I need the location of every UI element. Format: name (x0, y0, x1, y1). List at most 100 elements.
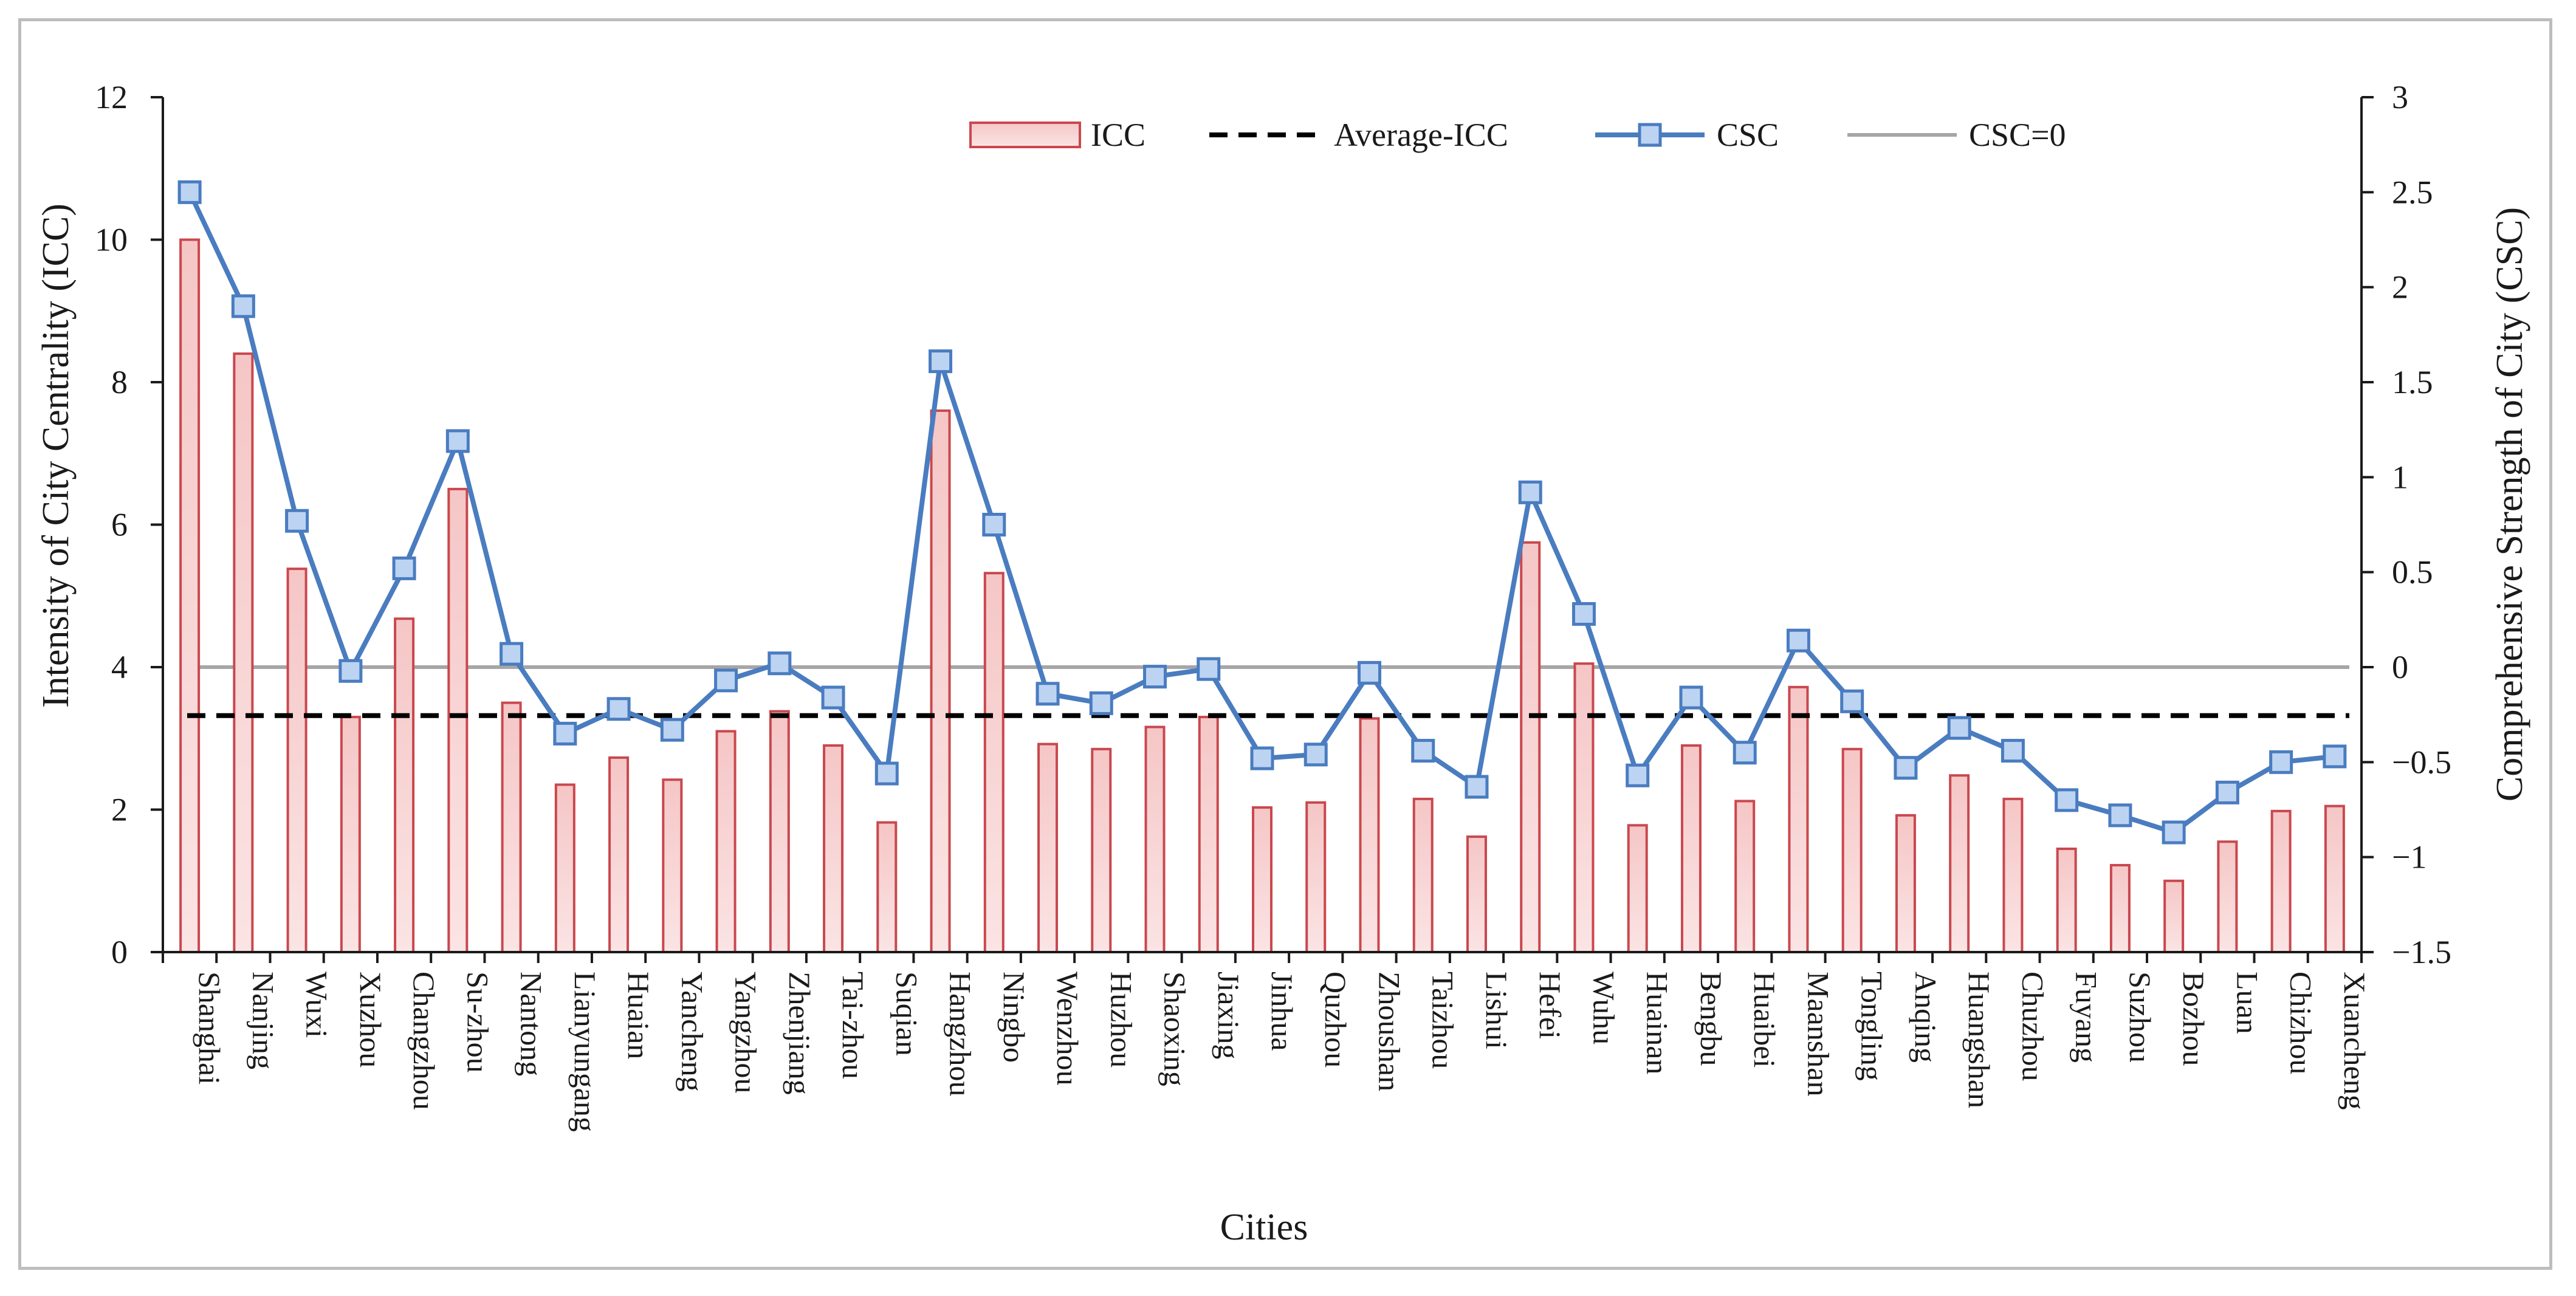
x-tick-label-huzhou: Huzhou (1104, 972, 1138, 1068)
x-tick-label-fuyang: Fuyang (2070, 972, 2104, 1063)
csc-marker-jinhua (1250, 746, 1274, 770)
icc-bar-huzhou (1091, 747, 1112, 954)
icc-bar-bozhou (2163, 879, 2185, 953)
legend-csc-label: CSC (1717, 117, 1779, 153)
y-tick-label: 12 (95, 79, 128, 115)
icc-bar-maanshan (1788, 685, 1809, 953)
y2-tick-label: 1.5 (2392, 364, 2433, 400)
csc-marker-xuzhou (338, 659, 363, 683)
icc-bar-huaian (608, 756, 630, 953)
x-tick-label-huaibei: Huaibei (1748, 972, 1782, 1068)
icc-bar-fuyang (2056, 847, 2077, 954)
icc-bar-hangzhou (930, 409, 951, 953)
icc-bars (179, 238, 2345, 954)
csc-marker-suzhou (2108, 803, 2132, 828)
csc-marker-xuancheng (2323, 744, 2347, 769)
icc-bar-suzhou (2109, 863, 2131, 953)
icc-bar-nantong (501, 701, 522, 953)
x-tick-label-taizhou: Taizhou (1426, 972, 1460, 1069)
icc-bar-yangzhou (715, 730, 737, 954)
csc-marker-suqian (874, 761, 899, 786)
csc-marker-luan (2215, 780, 2239, 804)
x-tick-label-shanghai: Shanghai (193, 972, 227, 1085)
csc-marker-tongling (1840, 689, 1864, 713)
icc-bar-huangshan (1949, 774, 1970, 953)
csc-marker-huaian (606, 697, 631, 721)
y2-tick-label: 2 (2392, 269, 2408, 306)
icc-bar-chizhou (2270, 809, 2292, 953)
x-tick-label-hefei: Hefei (1533, 972, 1567, 1039)
icc-bar-zhoushan (1359, 717, 1380, 954)
icc-bar-lishui (1466, 835, 1487, 954)
legend-icc-label: ICC (1091, 117, 1145, 153)
x-tick-label-suqian: Suqian (890, 972, 924, 1056)
x-tick-label-zhoushan: Zhoushan (1372, 972, 1406, 1091)
x-tick-label-jiaxing: Jiaxing (1212, 972, 1246, 1059)
csc-marker-fuyang (2055, 788, 2079, 812)
icc-bar-zhenjiang (769, 710, 790, 953)
csc-marker-tai-zhou (821, 685, 845, 710)
csc-marker-huainan (1626, 763, 1650, 787)
csc-marker-jiaxing (1197, 657, 1221, 681)
x-tick-label-xuzhou: Xuzhou (354, 972, 388, 1068)
axes: 0 2 4 6 8 10 12 −1.5 −1 −0.5 0 0.5 1 1.5 2 2.5 3 Shanghai… (95, 79, 2451, 1132)
icc-bar-anqing (1895, 814, 1916, 953)
y2-tick-label: 0 (2392, 649, 2408, 685)
x-tick-label-wuxi: Wuxi (300, 972, 334, 1038)
icc-bar-xuancheng (2324, 804, 2345, 953)
csc-marker-changzhou (392, 556, 416, 580)
x-tick-label-shaoxing: Shaoxing (1158, 972, 1192, 1086)
icc-bar-wenzhou (1037, 742, 1059, 953)
csc-marker-taizhou (1411, 739, 1435, 763)
y-tick-label: 4 (111, 649, 128, 685)
icc-bar-tai-zhou (823, 744, 844, 953)
csc-marker-maanshan (1786, 628, 1810, 653)
x-tick-label-tai-zhou: Tai-zhou (836, 972, 870, 1079)
csc-marker-shanghai (177, 180, 202, 204)
csc-marker-lianyungang (553, 721, 577, 746)
csc-marker-bengbu (1679, 685, 1703, 710)
legend-icc-swatch (969, 122, 1081, 148)
icc-bar-jiaxing (1198, 716, 1219, 953)
icc-bar-shanghai (179, 238, 201, 953)
legend-csc-zero-label: CSC=0 (1969, 117, 2066, 153)
y-tick-label: 0 (111, 934, 128, 970)
x-tick-label-yancheng: Yancheng (675, 972, 709, 1092)
x-tick-label-tongling: Tongling (1855, 972, 1889, 1081)
csc-marker-hangzhou (929, 349, 953, 374)
csc-marker-shaoxing (1143, 665, 1167, 689)
x-tick-label-nantong: Nantong (515, 972, 549, 1076)
csc-marker-quzhou (1303, 742, 1328, 767)
csc-series (177, 180, 2347, 845)
csc-marker-wuxi (285, 509, 309, 533)
x-tick-label-anqing: Anqing (1909, 972, 1943, 1063)
x-tick-label-quzhou: Quzhou (1319, 972, 1353, 1068)
x-tick-label-luan: Luan (2230, 972, 2264, 1034)
csc-marker-huangshan (1947, 716, 1971, 740)
x-tick-label-lianyungang: Lianyungang (568, 972, 602, 1132)
csc-marker-anqing (1894, 756, 1918, 780)
icc-bar-suqian (876, 821, 898, 953)
legend: ICC Average-ICC CSC CSC=0 (969, 117, 2066, 153)
y2-axis-label: Comprehensive Strength of City (CSC) (2489, 207, 2530, 801)
csc-marker-chuzhou (2001, 739, 2025, 763)
x-tick-label-wenzhou: Wenzhou (1051, 972, 1085, 1086)
icc-bar-nanjing (233, 352, 254, 953)
y2-tick-label: 2.5 (2392, 174, 2433, 210)
y2-tick-label: −1.5 (2392, 934, 2451, 970)
icc-bar-bengbu (1680, 744, 1702, 953)
csc-marker-yancheng (660, 718, 684, 742)
x-tick-label-yangzhou: Yangzhou (729, 972, 763, 1094)
y2-tick-label: 0.5 (2392, 554, 2433, 591)
icc-bar-taizhou (1412, 797, 1434, 953)
icc-bar-chuzhou (2002, 797, 2024, 953)
y2-tick-label: −1 (2392, 839, 2427, 876)
csc-marker-bozhou (2162, 820, 2186, 845)
x-tick-label-suzhou: Suzhou (2123, 972, 2157, 1063)
x-axis-label: Cities (1220, 1207, 1308, 1248)
x-tick-label-huangshan: Huangshan (1962, 972, 1996, 1108)
y-tick-label: 6 (111, 507, 128, 543)
x-tick-label-su-zhou: Su-zhou (461, 972, 495, 1073)
x-tick-label-zhenjiang: Zhenjiang (783, 972, 817, 1095)
icc-bar-quzhou (1305, 801, 1327, 954)
